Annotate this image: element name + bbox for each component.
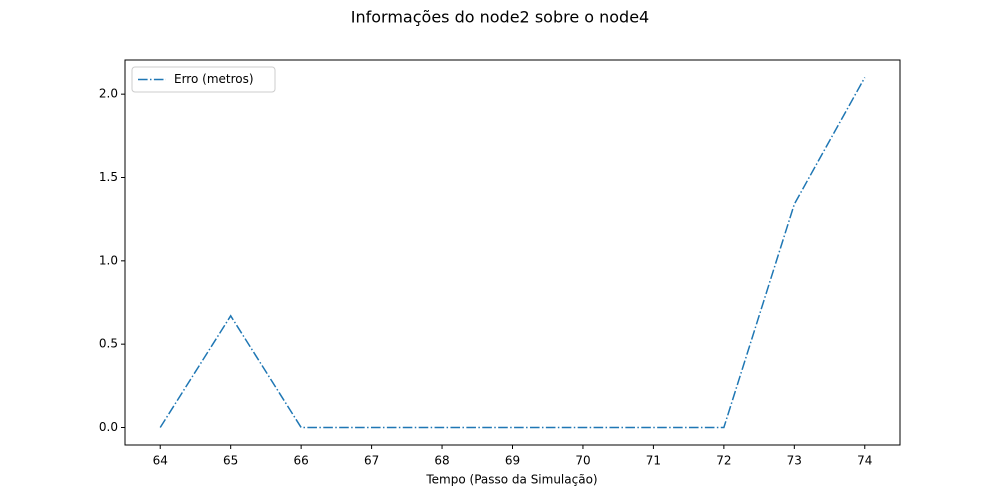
x-tick-label: 73 — [787, 454, 802, 468]
chart-title: Informações do node2 sobre o node4 — [351, 8, 649, 27]
legend-label: Erro (metros) — [174, 72, 254, 86]
x-tick-label: 64 — [153, 454, 168, 468]
y-tick-label: 0.5 — [99, 337, 118, 351]
series-line — [159, 77, 866, 429]
x-axis-label: Tempo (Passo da Simulação) — [425, 473, 597, 487]
x-tick-label: 65 — [223, 454, 238, 468]
x-tick-label: 66 — [293, 454, 308, 468]
y-tick-label: 0.0 — [99, 420, 118, 434]
x-tick-label: 70 — [575, 454, 590, 468]
x-tick-label: 67 — [364, 454, 379, 468]
x-tick-label: 72 — [716, 454, 731, 468]
x-tick-label: 74 — [857, 454, 872, 468]
y-tick-label: 1.0 — [99, 253, 118, 267]
x-tick-label: 68 — [434, 454, 449, 468]
y-tick-label: 1.5 — [99, 170, 118, 184]
y-tick-label: 2.0 — [99, 87, 118, 101]
x-tick-label: 71 — [646, 454, 661, 468]
legend-frame — [131, 66, 276, 93]
x-tick-label: 69 — [505, 454, 520, 468]
